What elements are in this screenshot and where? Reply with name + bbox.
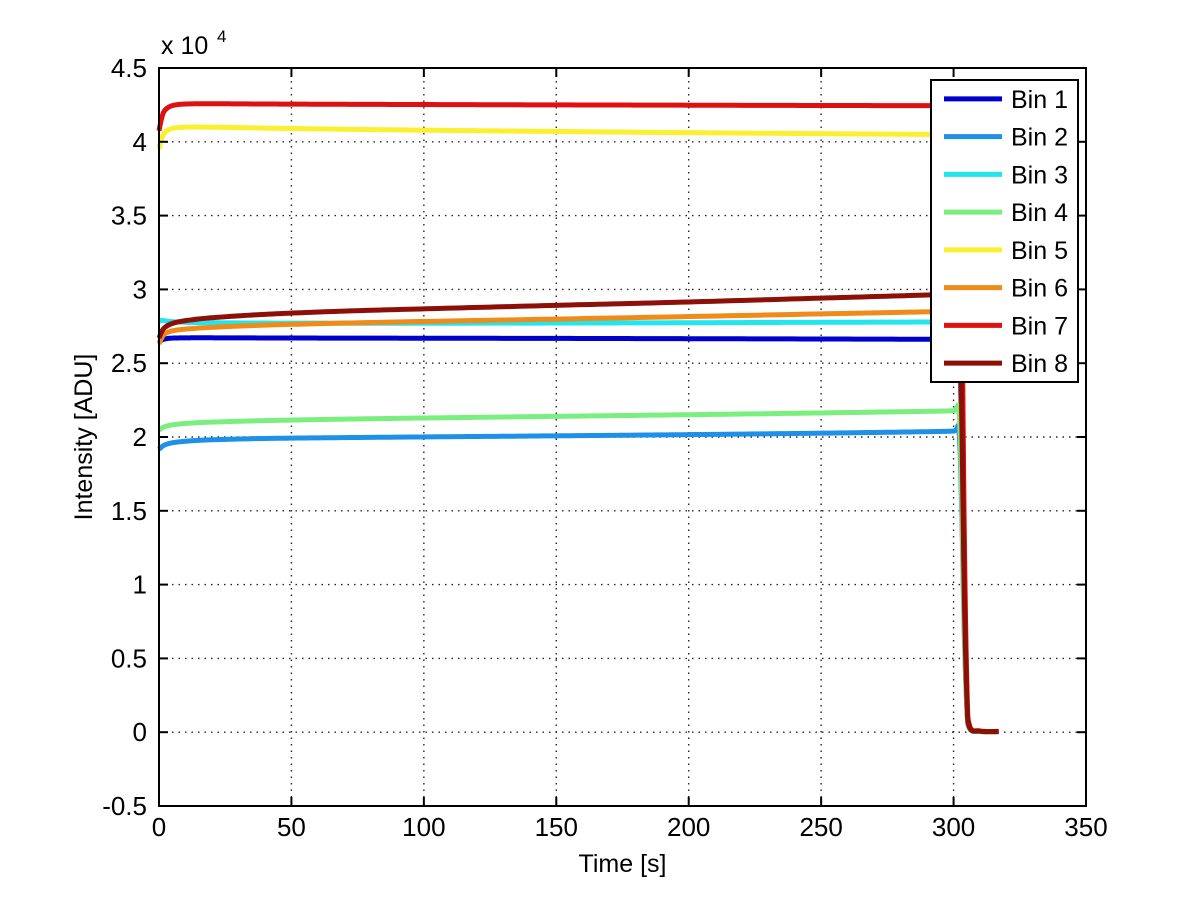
series-line-bin-2 (156, 422, 1001, 735)
y-axis-exponent-power: 4 (217, 27, 226, 46)
y-axis-tick-labels: -0.5 0 0.5 1 1.5 2 2.5 3 3.5 4 4.5 (102, 53, 147, 821)
legend-items: Bin 1 Bin 2 Bin 3 Bin 4 Bin 5 Bin 6 Bin 7 Bin 8 (944, 86, 1068, 378)
y-axis-exponent-label: x 10 (161, 32, 208, 60)
legend-label-bin-8: Bin 8 (1011, 350, 1068, 378)
x-axis-tick-labels: 0 50 100 150 200 250 300 350 (152, 812, 1108, 842)
y-tick-label: 2 (133, 422, 147, 452)
legend-label-bin-5: Bin 5 (1011, 237, 1068, 265)
y-tick-label: 0.5 (111, 643, 147, 673)
series-line-bin-3 (156, 311, 1001, 735)
x-axis-title: Time [s] (579, 850, 667, 878)
data-series-group (156, 91, 1001, 735)
series-line-bin-1 (156, 329, 1001, 735)
x-tick-label: 150 (535, 812, 578, 842)
x-tick-label: 50 (277, 812, 306, 842)
y-tick-label: 4.5 (111, 53, 147, 83)
x-tick-label: 350 (1064, 812, 1107, 842)
x-tick-label: 250 (799, 812, 842, 842)
y-tick-label: 2.5 (111, 348, 147, 378)
y-tick-label: 4 (133, 127, 147, 157)
legend-label-bin-1: Bin 1 (1011, 86, 1068, 114)
series-line-bin-8 (156, 283, 1001, 735)
y-tick-label: -0.5 (102, 791, 147, 821)
legend-label-bin-3: Bin 3 (1011, 161, 1068, 189)
legend-box (930, 79, 1079, 383)
y-tick-label: 3.5 (111, 201, 147, 231)
y-tick-label: 0 (133, 717, 147, 747)
x-tick-label: 200 (667, 812, 710, 842)
legend-label-bin-7: Bin 7 (1011, 312, 1068, 340)
legend-label-bin-6: Bin 6 (1011, 275, 1068, 303)
x-tick-label: 100 (402, 812, 445, 842)
series-line-bin-5 (156, 121, 1001, 735)
y-axis-title: Intensity [ADU] (70, 354, 98, 521)
legend-label-bin-4: Bin 4 (1011, 199, 1068, 227)
series-line-bin-6 (156, 300, 1001, 735)
tick-marks (158, 67, 1087, 807)
y-tick-label: 1.5 (111, 496, 147, 526)
x-tick-label: 300 (932, 812, 975, 842)
legend: Bin 1 Bin 2 Bin 3 Bin 4 Bin 5 Bin 6 Bin 7 Bin 8 (930, 79, 1079, 383)
x-tick-label: 0 (152, 812, 166, 842)
y-tick-label: 1 (133, 570, 147, 600)
y-tick-label: 3 (133, 274, 147, 304)
series-line-bin-4 (156, 402, 1001, 735)
legend-label-bin-2: Bin 2 (1011, 124, 1068, 152)
